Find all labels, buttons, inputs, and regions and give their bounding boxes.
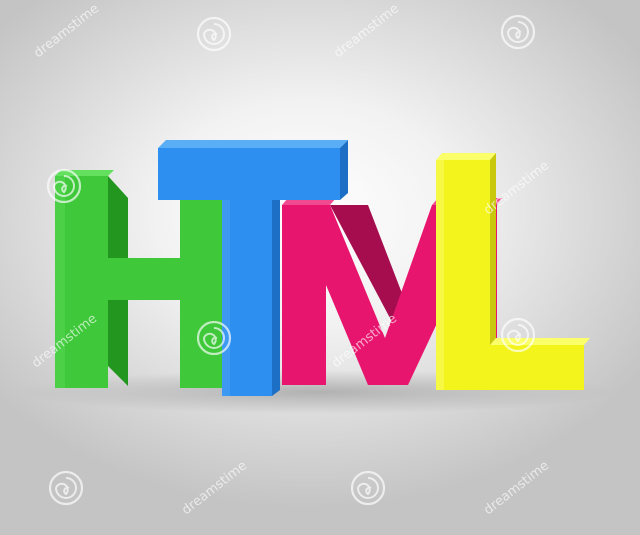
letter-t [158, 140, 348, 396]
watermark-swirl-icon [350, 470, 386, 506]
watermark-text: dreamstime [179, 458, 250, 518]
watermark-swirl-icon [48, 470, 84, 506]
watermark-swirl-icon [196, 16, 232, 52]
letter-l [436, 153, 590, 390]
watermark-text: dreamstime [331, 1, 402, 61]
watermark-text: dreamstime [481, 458, 552, 518]
watermark-swirl-icon [500, 14, 536, 50]
watermark-text: dreamstime [31, 1, 102, 61]
letter-h [55, 170, 233, 388]
